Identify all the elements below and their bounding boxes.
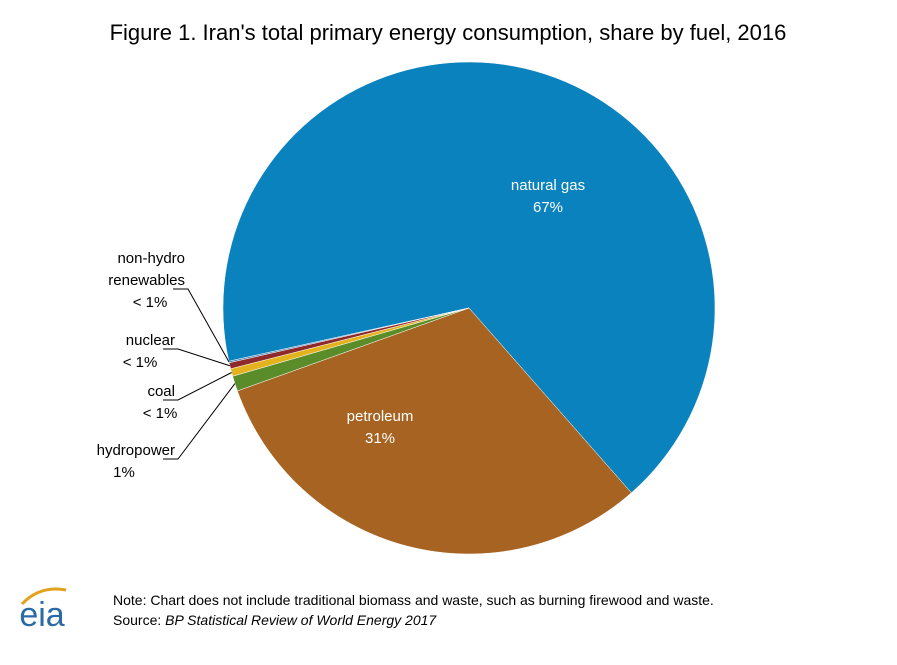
pie-slice [222, 61, 716, 494]
slice-value: 67% [533, 199, 563, 216]
slice-label: natural gas [511, 177, 585, 194]
slice-value: 1% [113, 464, 135, 481]
leader-line [173, 288, 230, 363]
note: Note: Chart does not include traditional… [113, 592, 714, 608]
slice-value: < 1% [133, 294, 168, 311]
leader-line [163, 372, 232, 401]
chart-title: Figure 1. Iran's total primary energy co… [110, 20, 787, 45]
slice-label: non-hydro renewables [108, 250, 185, 289]
slice-value: < 1% [123, 354, 158, 371]
slice-label: nuclear [126, 332, 175, 349]
slice-label: hydropower [97, 442, 175, 459]
logo: eia [19, 596, 64, 634]
slice-value: < 1% [143, 405, 178, 422]
slice-label: coal [147, 383, 175, 400]
pie-slice [237, 307, 632, 555]
source: Source: BP Statistical Review of World E… [113, 612, 437, 628]
source-label: Source: [113, 612, 165, 628]
leader-line [163, 383, 236, 460]
leader-line [163, 348, 231, 367]
logo-swoosh [20, 587, 67, 606]
source-title: BP Statistical Review of World Energy 20… [165, 612, 437, 628]
slice-label: petroleum [347, 408, 414, 425]
slice-value: 31% [365, 430, 395, 447]
